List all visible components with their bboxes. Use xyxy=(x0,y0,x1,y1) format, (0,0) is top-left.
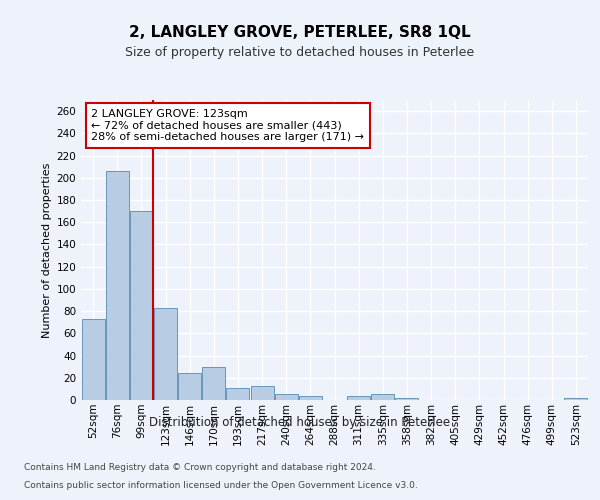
Text: 2 LANGLEY GROVE: 123sqm
← 72% of detached houses are smaller (443)
28% of semi-d: 2 LANGLEY GROVE: 123sqm ← 72% of detache… xyxy=(91,109,364,142)
Text: Size of property relative to detached houses in Peterlee: Size of property relative to detached ho… xyxy=(125,46,475,59)
Bar xyxy=(106,171,128,400)
Bar xyxy=(371,394,394,400)
Bar xyxy=(130,211,153,400)
Bar xyxy=(395,398,418,400)
Bar xyxy=(299,396,322,400)
Text: 2, LANGLEY GROVE, PETERLEE, SR8 1QL: 2, LANGLEY GROVE, PETERLEE, SR8 1QL xyxy=(129,25,471,40)
Bar xyxy=(251,386,274,400)
Text: Contains public sector information licensed under the Open Government Licence v3: Contains public sector information licen… xyxy=(24,480,418,490)
Bar xyxy=(347,396,370,400)
Text: Contains HM Land Registry data © Crown copyright and database right 2024.: Contains HM Land Registry data © Crown c… xyxy=(24,463,376,472)
Bar xyxy=(275,394,298,400)
Bar xyxy=(154,308,177,400)
Y-axis label: Number of detached properties: Number of detached properties xyxy=(42,162,52,338)
Bar xyxy=(226,388,250,400)
Bar xyxy=(178,374,201,400)
Bar xyxy=(82,319,104,400)
Bar xyxy=(202,366,225,400)
Text: Distribution of detached houses by size in Peterlee: Distribution of detached houses by size … xyxy=(149,416,451,429)
Bar xyxy=(565,398,587,400)
